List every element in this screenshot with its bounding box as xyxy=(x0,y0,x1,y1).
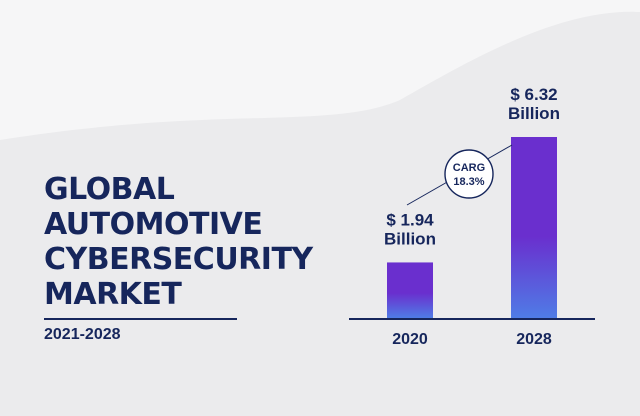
x-tick-label: 2028 xyxy=(516,331,552,348)
bar-2020 xyxy=(387,262,433,318)
cagr-label: CARG xyxy=(453,162,485,174)
page-title: GLOBAL AUTOMOTIVE CYBERSECURITY MARKET xyxy=(44,172,313,312)
bar-value-unit: Billion xyxy=(508,104,560,123)
period-label: 2021-2028 xyxy=(44,326,121,343)
x-tick-label: 2020 xyxy=(392,331,428,348)
cagr-badge xyxy=(444,149,494,199)
title-divider xyxy=(44,318,237,320)
title-line: AUTOMOTIVE xyxy=(44,207,263,242)
bar-value-unit: Billion xyxy=(384,229,436,248)
title-line: GLOBAL xyxy=(44,172,175,207)
title-line: MARKET xyxy=(44,277,182,312)
title-line: CYBERSECURITY xyxy=(44,242,313,277)
bar-2028 xyxy=(511,137,557,318)
cagr-value: 18.3% xyxy=(453,176,484,188)
bar-value-label: $ 6.32 xyxy=(510,85,557,104)
bar-value-label: $ 1.94 xyxy=(386,210,434,229)
